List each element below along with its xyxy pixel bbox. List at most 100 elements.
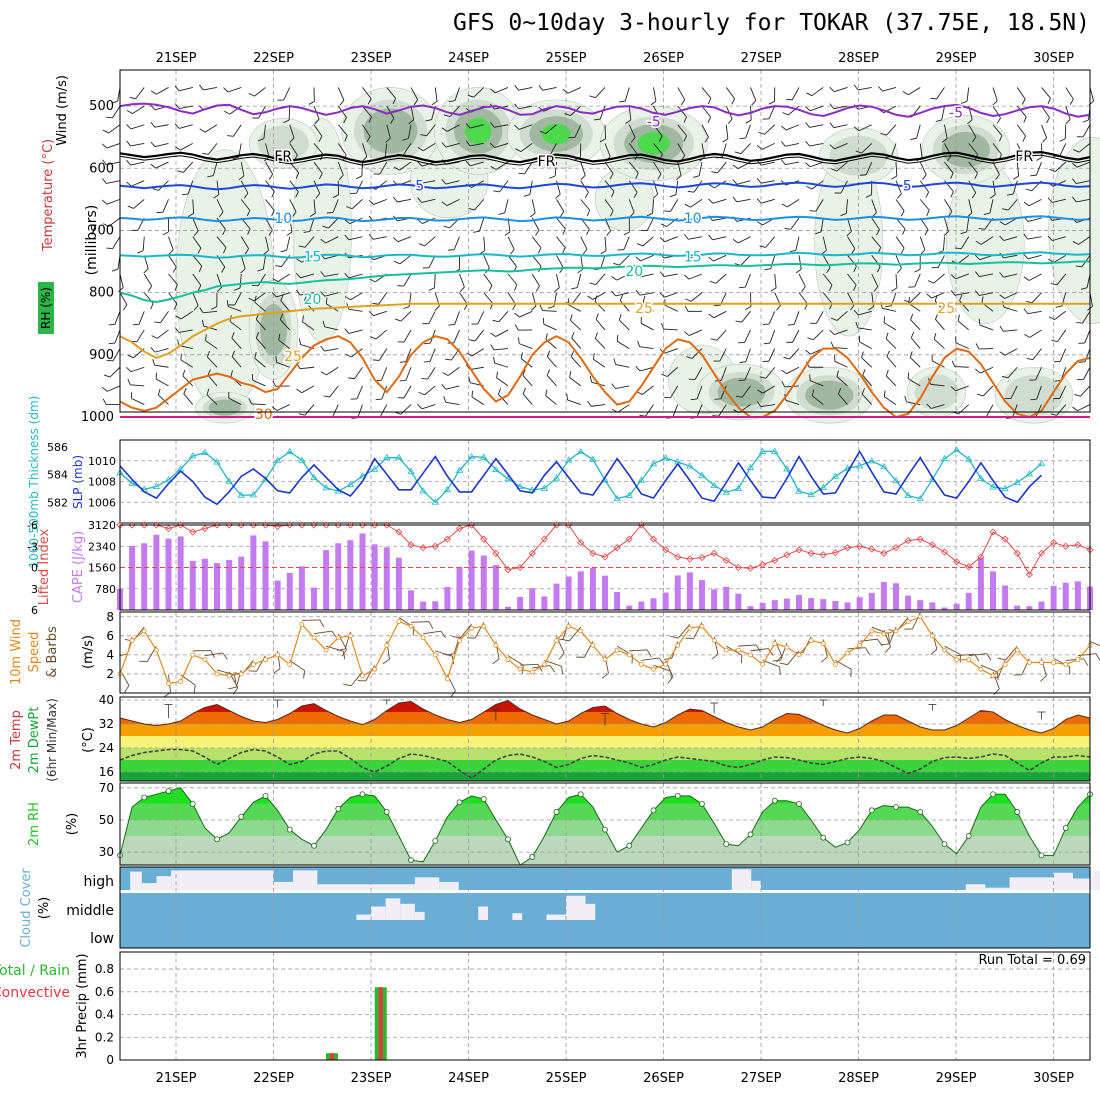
wind-barb [967, 119, 973, 125]
wind-barb [265, 161, 274, 175]
wind-barb [108, 342, 116, 345]
wind-barb [701, 124, 709, 138]
wind-barb [344, 234, 350, 241]
rh2m-marker [311, 842, 317, 849]
wind-barb [696, 404, 703, 418]
cape-bar [517, 596, 524, 610]
cape-bar [1062, 582, 1069, 610]
wind-barb [421, 198, 436, 203]
wind-barb [975, 343, 980, 350]
wind-barb [459, 292, 468, 305]
wind-barb [955, 247, 962, 250]
wind-barb [471, 396, 484, 405]
wind-barb [971, 192, 977, 199]
cape-bar [274, 580, 281, 610]
top-date-label: 22SEP [253, 51, 294, 66]
lifted-marker [783, 551, 791, 559]
wind-barb [979, 292, 994, 296]
wind-barb [554, 287, 560, 292]
wind-barb [1059, 138, 1066, 142]
rh2m-marker [456, 799, 463, 806]
wind10-tick-label: 2 [106, 667, 114, 681]
wind-barb [354, 366, 363, 380]
wind-barb [664, 292, 678, 298]
wind-barb [935, 119, 942, 122]
wind-barb [715, 273, 727, 284]
wind-barb [248, 297, 255, 302]
top-date-label: 23SEP [351, 51, 392, 66]
wind-barb [494, 348, 509, 351]
wind-barb [251, 284, 259, 287]
wind-barb [933, 273, 945, 284]
wind-barb [935, 313, 939, 320]
isotherm-25 [119, 302, 1090, 359]
temp2m-panel-frame [119, 696, 1091, 782]
temp2m-axis-label: 2m Temp [9, 710, 24, 770]
wind-barb [229, 321, 242, 331]
lifted-marker [746, 564, 755, 572]
wind-barb [295, 172, 300, 179]
wind-barb [324, 273, 339, 277]
wind-barb [882, 307, 897, 312]
cape-bar [965, 592, 972, 610]
wind-barb [890, 143, 897, 157]
cape-bar [856, 597, 863, 610]
wind10-marker [748, 652, 753, 658]
wind-barb [790, 217, 800, 230]
wind-barb [530, 305, 537, 311]
wind-barb [793, 311, 800, 325]
top-date-label: 29SEP [936, 51, 977, 66]
wind-barb [150, 303, 154, 310]
wind-barb [957, 320, 970, 331]
wind-barb [871, 199, 877, 213]
wind-barb [690, 292, 703, 302]
thickness-marker [746, 463, 755, 470]
wind-barb [950, 172, 954, 179]
wind-barb [1082, 119, 1089, 123]
isotherm-label: 20 [304, 292, 322, 308]
wind-barb [930, 404, 945, 409]
wind-barb [555, 193, 561, 199]
wind-barb [379, 404, 388, 418]
wind-barb [907, 378, 921, 387]
wind-barb [727, 118, 733, 125]
wind-barb [717, 161, 727, 174]
wind-barb [474, 329, 485, 342]
wind-barb [564, 113, 571, 117]
surface-wind-barb [435, 650, 453, 657]
wind-barb [177, 339, 180, 346]
wind-barb [1049, 168, 1056, 172]
wind-barb [761, 198, 775, 204]
slp-tick-label: 1006 [88, 496, 116, 509]
chart-title: GFS 0~10day 3-hourly for TOKAR (37.75E, … [453, 10, 1090, 36]
wind-barb [240, 236, 249, 249]
thickness-marker [965, 455, 973, 462]
wind-barb [417, 219, 423, 224]
wind-barb [978, 227, 985, 230]
wind-barb [812, 395, 824, 405]
wind-barb [840, 212, 847, 217]
wind-barb [934, 300, 945, 312]
wind-barb [518, 124, 533, 130]
lifted-marker [225, 521, 233, 529]
wind-barb [114, 311, 121, 325]
wind-barb [701, 87, 712, 99]
cape-bar [323, 550, 330, 610]
wind-barb [677, 105, 687, 118]
thickness-marker [710, 481, 718, 488]
wind-barb [786, 366, 800, 375]
wind-barb [1032, 348, 1042, 360]
surface-wind-barb [877, 638, 883, 647]
lifted-marker [662, 546, 670, 554]
wind-barb [227, 135, 234, 137]
wind10-marker [675, 642, 681, 648]
wind10-marker [905, 619, 911, 624]
cape-bar [201, 558, 208, 610]
wind-barb [283, 87, 291, 101]
wind-barb [815, 311, 824, 324]
wind-barb [712, 236, 727, 241]
wind-barb [478, 217, 485, 232]
wind-barb [732, 179, 738, 185]
lifted-marker [831, 549, 839, 557]
wind-barb [394, 318, 402, 322]
